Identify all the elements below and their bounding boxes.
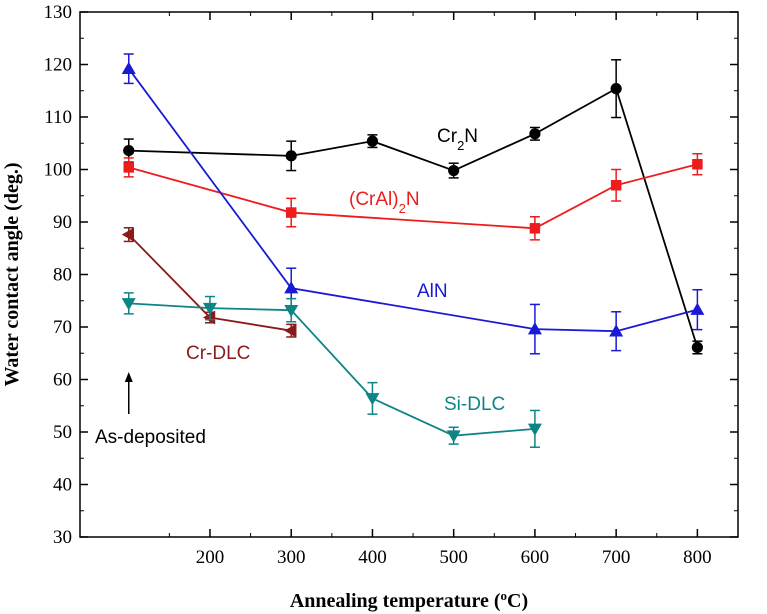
y-axis-title: Water contact angle (deg.) <box>1 162 23 386</box>
series-label-si-dlc: Si-DLC <box>444 394 505 415</box>
x-tick-label: 400 <box>358 547 387 568</box>
series-label-aln: AlN <box>417 281 448 302</box>
data-point <box>529 128 541 140</box>
data-point <box>121 298 136 311</box>
series-label-cral2n: (CrAl)2N <box>349 189 420 216</box>
series-line <box>128 302 535 437</box>
svg-text:AlN: AlN <box>417 281 448 302</box>
data-point <box>285 150 297 162</box>
x-axis-title-superscript: o <box>501 588 508 603</box>
data-point <box>527 322 542 335</box>
data-point <box>285 207 297 218</box>
as-deposited-annotation: As-deposited <box>95 372 206 448</box>
data-point <box>609 324 624 337</box>
data-point <box>121 227 134 242</box>
svg-text:(CrAl)2N: (CrAl)2N <box>349 189 420 216</box>
data-point <box>446 430 461 443</box>
data-point <box>365 393 380 406</box>
data-point <box>448 164 460 177</box>
y-tick-label: 60 <box>53 370 72 391</box>
data-point <box>366 135 379 147</box>
data-point <box>202 302 217 316</box>
data-point <box>123 145 135 157</box>
data-point <box>123 162 134 173</box>
y-tick-label: 40 <box>53 475 72 496</box>
x-tick-label: 200 <box>196 547 225 568</box>
y-tick-label: 80 <box>53 265 72 286</box>
x-tick-label: 300 <box>277 547 306 568</box>
x-tick-label: 700 <box>602 547 631 568</box>
data-point <box>690 302 705 315</box>
x-axis-title-tail: C) <box>507 590 528 612</box>
data-point <box>610 83 622 95</box>
svg-text:Cr-DLC: Cr-DLC <box>186 343 250 364</box>
y-tick-label: 50 <box>53 422 72 443</box>
y-tick-label: 90 <box>53 212 72 233</box>
series--cral-2n <box>123 153 703 241</box>
x-axis-title-main: Annealing temperature ( <box>290 590 501 612</box>
y-tick-label: 100 <box>44 160 73 181</box>
svg-text:Cr2N: Cr2N <box>437 126 478 153</box>
data-point <box>284 281 299 294</box>
y-tick-label: 130 <box>44 2 73 23</box>
data-point <box>529 223 541 234</box>
x-axis-title: Annealing temperature (oC) <box>290 588 528 613</box>
y-tick-label: 30 <box>53 527 72 548</box>
series-label-cr-dlc: Cr-DLC <box>186 343 250 364</box>
y-tick-label: 110 <box>44 107 72 128</box>
data-point <box>202 310 216 325</box>
x-tick-label: 800 <box>683 547 712 568</box>
svg-text:Si-DLC: Si-DLC <box>444 394 505 415</box>
annotation-text: As-deposited <box>95 427 206 448</box>
series-cr-dlc <box>121 227 297 338</box>
data-point <box>284 323 297 338</box>
data-point <box>121 61 136 74</box>
y-tick-label: 120 <box>44 55 73 76</box>
series-aln <box>121 53 705 355</box>
data-point <box>691 341 703 354</box>
annotation-arrow-head <box>124 372 133 382</box>
data-point <box>527 423 542 436</box>
data-point <box>284 304 299 318</box>
series-label-cr2n: Cr2N <box>437 126 478 153</box>
plot-frame <box>79 11 739 538</box>
series-cr2n <box>123 59 703 355</box>
x-tick-label: 500 <box>439 547 468 568</box>
y-tick-label: 70 <box>53 317 72 338</box>
data-point <box>610 180 622 191</box>
data-point <box>692 159 703 170</box>
series-si-dlc <box>121 292 542 448</box>
x-tick-label: 600 <box>521 547 550 568</box>
